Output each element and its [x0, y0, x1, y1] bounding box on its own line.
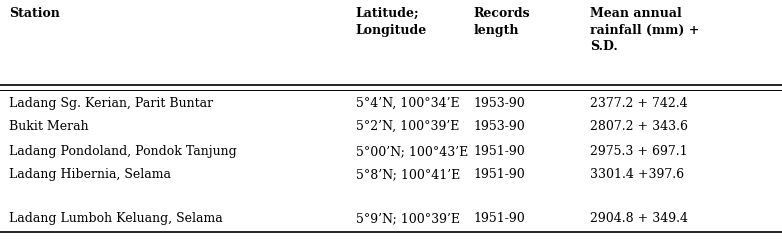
Text: Ladang Pondoland, Pondok Tanjung: Ladang Pondoland, Pondok Tanjung: [9, 145, 237, 158]
Text: 1951-90: 1951-90: [473, 145, 525, 158]
Text: Mean annual
rainfall (mm) +
S.D.: Mean annual rainfall (mm) + S.D.: [590, 7, 700, 53]
Text: 1953-90: 1953-90: [473, 120, 525, 133]
Text: Latitude;
Longitude: Latitude; Longitude: [356, 7, 427, 37]
Text: 2904.8 + 349.4: 2904.8 + 349.4: [590, 212, 688, 225]
Text: 5°4’N, 100°34’E: 5°4’N, 100°34’E: [356, 97, 460, 110]
Text: 5°00’N; 100°43’E: 5°00’N; 100°43’E: [356, 145, 468, 158]
Text: 5°8’N; 100°41’E: 5°8’N; 100°41’E: [356, 168, 460, 181]
Text: 2807.2 + 343.6: 2807.2 + 343.6: [590, 120, 688, 133]
Text: Records
length: Records length: [473, 7, 529, 37]
Text: Bukit Merah: Bukit Merah: [9, 120, 89, 133]
Text: Ladang Lumboh Keluang, Selama: Ladang Lumboh Keluang, Selama: [9, 212, 223, 225]
Text: 2377.2 + 742.4: 2377.2 + 742.4: [590, 97, 688, 110]
Text: 1951-90: 1951-90: [473, 168, 525, 181]
Text: 2975.3 + 697.1: 2975.3 + 697.1: [590, 145, 688, 158]
Text: 1951-90: 1951-90: [473, 212, 525, 225]
Text: 3301.4 +397.6: 3301.4 +397.6: [590, 168, 684, 181]
Text: Ladang Sg. Kerian, Parit Buntar: Ladang Sg. Kerian, Parit Buntar: [9, 97, 213, 110]
Text: 5°2’N, 100°39’E: 5°2’N, 100°39’E: [356, 120, 459, 133]
Text: 5°9’N; 100°39’E: 5°9’N; 100°39’E: [356, 212, 460, 225]
Text: 1953-90: 1953-90: [473, 97, 525, 110]
Text: Ladang Hibernia, Selama: Ladang Hibernia, Selama: [9, 168, 171, 181]
Text: Station: Station: [9, 7, 60, 20]
